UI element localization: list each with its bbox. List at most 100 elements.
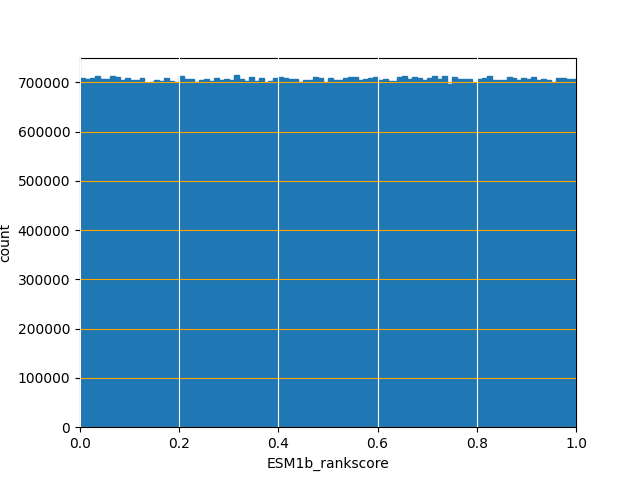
Bar: [134, 80, 140, 427]
Bar: [507, 77, 511, 427]
Bar: [487, 76, 492, 427]
Y-axis label: count: count: [0, 223, 12, 262]
Bar: [541, 79, 547, 427]
Bar: [511, 78, 516, 427]
Bar: [303, 80, 308, 427]
Bar: [174, 82, 179, 427]
Bar: [159, 81, 164, 427]
Bar: [164, 78, 169, 427]
Bar: [452, 77, 457, 427]
Bar: [219, 80, 224, 427]
Bar: [432, 76, 437, 427]
Bar: [179, 76, 184, 427]
Bar: [372, 77, 378, 427]
Bar: [253, 81, 259, 427]
Bar: [417, 78, 422, 427]
Bar: [150, 82, 154, 427]
Bar: [269, 82, 273, 427]
Bar: [169, 81, 174, 427]
Bar: [343, 78, 348, 427]
Bar: [284, 78, 288, 427]
Bar: [492, 80, 497, 427]
Bar: [293, 79, 298, 427]
Bar: [467, 79, 472, 427]
Bar: [184, 79, 189, 427]
Bar: [194, 82, 199, 427]
Bar: [447, 84, 452, 427]
Bar: [90, 77, 95, 427]
Bar: [95, 76, 100, 427]
Bar: [442, 76, 447, 427]
Bar: [472, 83, 477, 427]
Bar: [110, 76, 115, 427]
Bar: [536, 80, 541, 427]
Bar: [378, 80, 383, 427]
Bar: [502, 80, 507, 427]
Bar: [273, 78, 278, 427]
Bar: [145, 83, 150, 427]
Bar: [547, 80, 551, 427]
Bar: [531, 77, 536, 427]
Bar: [437, 79, 442, 427]
Bar: [516, 80, 522, 427]
Bar: [556, 78, 561, 427]
Bar: [323, 82, 328, 427]
Bar: [428, 78, 432, 427]
Bar: [105, 79, 110, 427]
Bar: [412, 77, 417, 427]
Bar: [259, 78, 264, 427]
Bar: [383, 79, 388, 427]
Bar: [313, 77, 318, 427]
Bar: [497, 80, 502, 427]
Bar: [129, 80, 134, 427]
Bar: [408, 79, 412, 427]
Bar: [239, 79, 244, 427]
Bar: [115, 77, 120, 427]
Bar: [80, 78, 85, 427]
Bar: [244, 81, 249, 427]
Bar: [224, 79, 229, 427]
Bar: [234, 75, 239, 427]
Bar: [140, 78, 145, 427]
Bar: [278, 77, 284, 427]
Bar: [462, 79, 467, 427]
Bar: [363, 79, 367, 427]
Bar: [561, 78, 566, 427]
Bar: [388, 81, 392, 427]
Bar: [318, 78, 323, 427]
Bar: [333, 80, 338, 427]
Bar: [189, 79, 194, 427]
Bar: [204, 79, 209, 427]
Bar: [422, 80, 428, 427]
Bar: [100, 79, 105, 427]
Bar: [367, 78, 372, 427]
Bar: [288, 79, 293, 427]
Bar: [154, 80, 159, 427]
Bar: [229, 80, 234, 427]
Bar: [551, 82, 556, 427]
Bar: [477, 79, 482, 427]
Bar: [571, 79, 576, 427]
Bar: [209, 81, 214, 427]
Bar: [348, 77, 353, 427]
Bar: [482, 78, 487, 427]
Bar: [353, 77, 358, 427]
Bar: [566, 79, 571, 427]
Bar: [457, 79, 462, 427]
Bar: [392, 81, 397, 427]
Bar: [397, 77, 403, 427]
Bar: [403, 76, 408, 427]
Bar: [125, 78, 129, 427]
Bar: [338, 80, 343, 427]
Bar: [358, 81, 363, 427]
Bar: [328, 78, 333, 427]
Bar: [214, 78, 219, 427]
Bar: [249, 77, 253, 427]
Bar: [120, 80, 125, 427]
Bar: [85, 79, 90, 427]
Bar: [264, 83, 269, 427]
Bar: [308, 80, 313, 427]
Bar: [298, 82, 303, 427]
X-axis label: ESM1b_rankscore: ESM1b_rankscore: [267, 456, 389, 470]
Bar: [522, 78, 527, 427]
